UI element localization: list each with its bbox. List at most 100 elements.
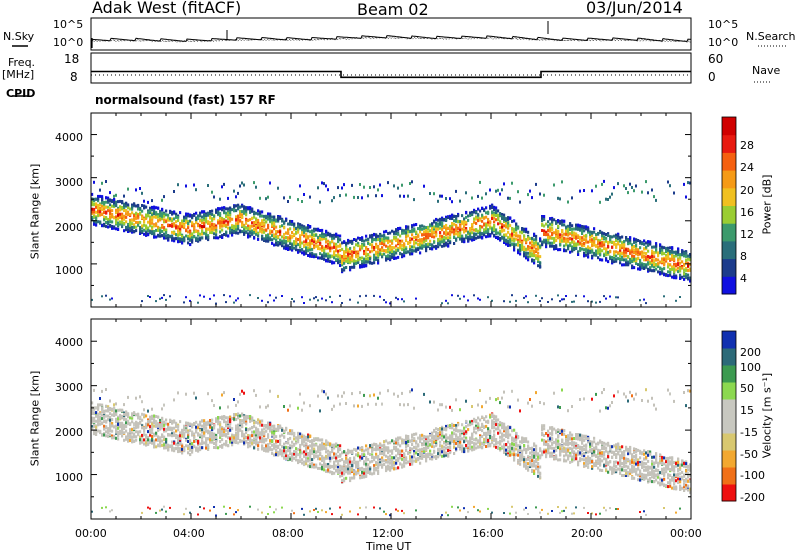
power-cell xyxy=(611,235,614,239)
power-cell xyxy=(643,298,645,301)
power-cell xyxy=(619,254,622,258)
power-cell xyxy=(107,217,110,221)
power-cell xyxy=(191,240,194,244)
power-cell xyxy=(109,216,112,219)
power-cell xyxy=(213,294,215,297)
power-cell xyxy=(143,220,146,224)
power-cell xyxy=(623,243,626,247)
velocity-cell xyxy=(221,430,224,434)
power-cell xyxy=(649,266,652,270)
power-cell xyxy=(237,297,239,300)
power-cell xyxy=(337,249,340,253)
velocity-cell xyxy=(95,427,98,431)
power-cell xyxy=(313,255,316,259)
power-cell xyxy=(139,228,142,232)
power-cell xyxy=(679,269,682,273)
power-cell xyxy=(229,209,232,213)
power-cell xyxy=(669,184,671,188)
power-cell xyxy=(203,210,206,214)
power-cell xyxy=(399,194,401,198)
power-cell xyxy=(653,255,656,259)
velocity-cell xyxy=(153,445,156,449)
power-cell xyxy=(199,236,202,240)
power-cell xyxy=(361,260,364,264)
power-cell xyxy=(473,217,476,221)
power-cell xyxy=(663,262,666,266)
power-cell xyxy=(397,238,400,242)
power-cell xyxy=(401,231,404,235)
velocity-cell xyxy=(221,433,224,437)
velocity-cell xyxy=(161,426,164,430)
power-cell xyxy=(239,184,241,188)
velocity-cell xyxy=(197,439,200,443)
power-cell xyxy=(455,232,458,236)
power-cell xyxy=(653,251,656,255)
power-cell xyxy=(547,233,550,237)
velocity-cell xyxy=(143,442,146,446)
power-cell xyxy=(419,230,422,234)
power-cell xyxy=(525,256,528,260)
velocity-cell xyxy=(129,416,132,420)
power-cell xyxy=(309,254,312,258)
velocity-cell xyxy=(261,440,264,444)
power-cell xyxy=(457,232,460,236)
power-cell xyxy=(383,243,386,247)
power-cell xyxy=(477,194,479,198)
power-cell xyxy=(619,246,622,250)
power-cell xyxy=(609,257,612,261)
power-cell xyxy=(109,209,112,213)
power-cell xyxy=(555,239,558,242)
power-cell xyxy=(163,294,165,297)
power-cell xyxy=(661,257,664,261)
power-cell xyxy=(625,254,628,258)
power-cell xyxy=(153,215,156,219)
power-cell xyxy=(279,225,282,229)
velocity-cell xyxy=(243,433,246,437)
velocity-cell xyxy=(201,428,204,432)
velocity-cell xyxy=(251,441,254,445)
velocity-cell xyxy=(151,435,154,438)
power-cell xyxy=(427,233,430,236)
power-cell xyxy=(637,239,640,242)
power-cell xyxy=(507,239,510,243)
power-cell xyxy=(229,219,232,223)
velocity-cell xyxy=(103,413,106,416)
power-cell xyxy=(437,239,440,242)
power-cell xyxy=(287,244,290,248)
power-cell xyxy=(677,263,680,267)
velocity-cell xyxy=(261,511,263,514)
power-cell xyxy=(231,224,234,228)
velocity-cell xyxy=(211,428,214,432)
power-cell xyxy=(375,250,378,254)
power-cell xyxy=(519,236,522,240)
power-cell xyxy=(609,235,612,239)
velocity-cell xyxy=(235,413,238,417)
power-cell xyxy=(611,259,614,262)
power-cell xyxy=(377,261,380,265)
power-cell xyxy=(497,188,499,192)
velocity-cell xyxy=(229,422,232,426)
power-cell xyxy=(425,232,428,236)
power-cell xyxy=(301,251,304,255)
power-cell xyxy=(307,225,310,229)
power-cell xyxy=(597,256,600,260)
power-cell xyxy=(191,238,194,242)
power-cell xyxy=(489,226,492,230)
power-cell xyxy=(225,223,228,227)
power-cell xyxy=(393,246,396,250)
velocity-cell xyxy=(105,409,108,413)
power-cell xyxy=(685,254,688,258)
power-cell xyxy=(551,219,554,223)
power-cell xyxy=(509,243,512,247)
power-cell xyxy=(559,238,562,242)
power-cell xyxy=(383,252,386,256)
velocity-cell xyxy=(229,426,232,430)
power-cell xyxy=(307,229,310,233)
power-cell xyxy=(139,232,142,235)
power-cell xyxy=(399,234,402,238)
power-cell xyxy=(659,270,662,274)
velocity-cell xyxy=(183,435,186,439)
velocity-cell xyxy=(97,414,100,418)
velocity-cell xyxy=(195,430,198,434)
power-cell xyxy=(197,301,199,304)
